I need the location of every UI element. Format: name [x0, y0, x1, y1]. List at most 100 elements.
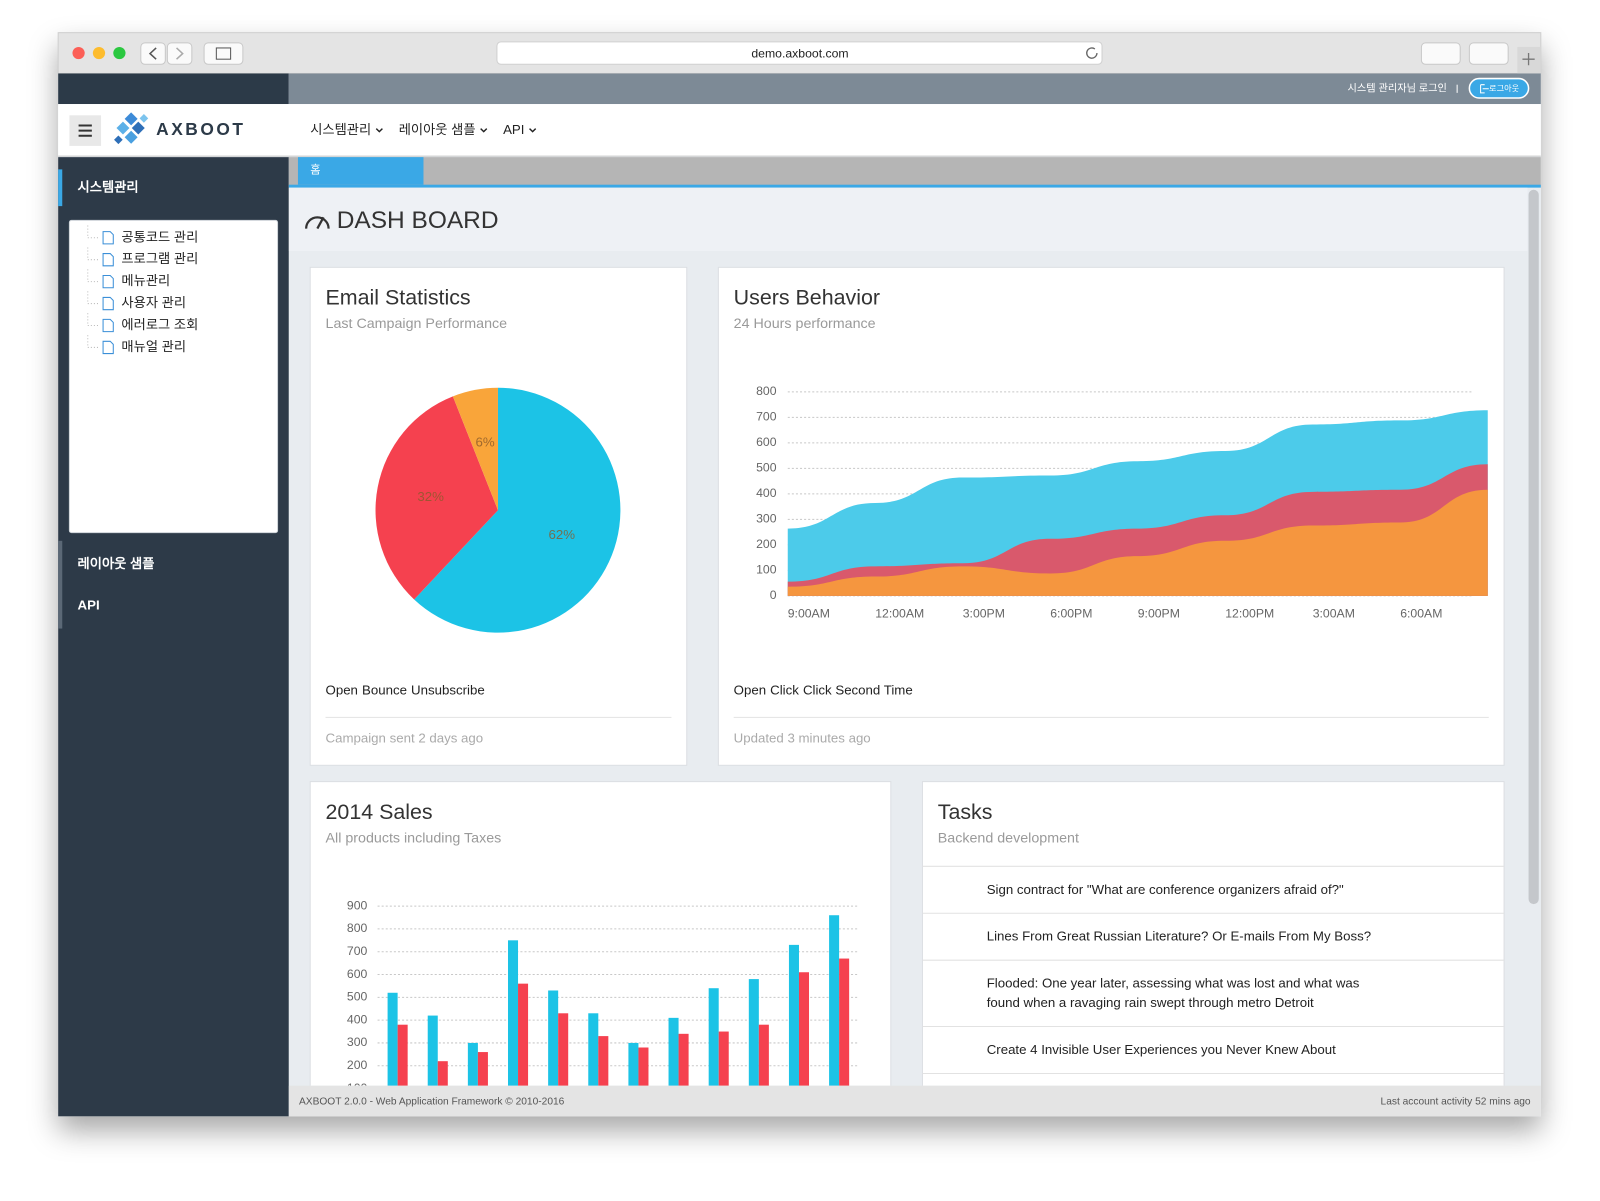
share-button[interactable] [1420, 42, 1461, 65]
area [787, 489, 1488, 596]
bar [718, 1031, 729, 1086]
sidebar-button[interactable] [203, 42, 244, 65]
slice-label: 62% [548, 527, 575, 542]
user-label: 시스템 관리자님 로그인 [1348, 82, 1447, 94]
tree-line [87, 225, 101, 239]
tree-item[interactable]: 공통코드 관리 [121, 229, 198, 244]
x-tick-label: 6:00PM [1050, 607, 1092, 621]
y-tick-label: 800 [756, 384, 777, 398]
panel-subtitle: All products including Taxes [326, 831, 502, 847]
zoom-button[interactable] [113, 46, 126, 60]
panel-title: Tasks [938, 800, 993, 824]
tree-line [87, 313, 101, 327]
tree-item[interactable]: 에러로그 조회 [121, 317, 198, 332]
pie-slice [375, 396, 498, 600]
bar [628, 1042, 639, 1086]
tabs-button[interactable] [1468, 42, 1509, 65]
slice-label: 6% [476, 434, 495, 449]
new-tab-icon [1522, 53, 1535, 66]
x-tick-label: 6:00AM [1400, 607, 1442, 621]
y-tick-label: 600 [756, 435, 777, 449]
footer-right: Last account activity 52 mins ago [1381, 1097, 1531, 1108]
y-tick-label: 600 [347, 967, 368, 981]
tree-item[interactable]: 메뉴관리 [121, 273, 170, 288]
tab-bar [288, 157, 1541, 187]
menu-item[interactable]: API [503, 122, 524, 137]
y-tick-label: 500 [347, 990, 368, 1004]
panel-title: Users Behavior [734, 286, 880, 310]
task-item[interactable]: Lines From Great Russian Literature? Or … [987, 928, 1371, 943]
pie-slice [414, 387, 621, 633]
logo-text: AXBOOT [156, 119, 245, 139]
logout-icon [1480, 84, 1489, 94]
bar [387, 992, 398, 1086]
legend-entry: Bounce [362, 682, 407, 697]
scrollbar[interactable] [1528, 189, 1539, 905]
menu-item[interactable]: 시스템관리 [310, 122, 371, 137]
x-tick-label: 12:00AM [875, 607, 924, 621]
bar [598, 1036, 609, 1086]
x-tick-label: 3:00PM [963, 607, 1005, 621]
sidebar-section[interactable]: 레이아웃 샘플 [78, 555, 155, 571]
bar [638, 1047, 649, 1086]
dashboard-icon [305, 216, 330, 229]
y-tick-label: 300 [756, 512, 777, 526]
bar [558, 1013, 569, 1086]
y-tick-label: 0 [770, 588, 777, 602]
pie-slice [452, 387, 498, 511]
bar [518, 983, 529, 1086]
tree-item[interactable]: 매뉴얼 관리 [121, 339, 186, 354]
tab-underline [288, 184, 1541, 188]
tree-item[interactable]: 프로그램 관리 [121, 251, 198, 266]
forward-button[interactable] [166, 42, 193, 65]
chevron [480, 128, 488, 133]
menu-item[interactable]: 레이아웃 샘플 [399, 122, 476, 137]
bar [548, 990, 559, 1086]
y-tick-label: 100 [347, 1081, 368, 1095]
y-tick-label: 400 [756, 486, 777, 500]
dashboard-icon-needle [316, 216, 325, 230]
tab[interactable] [297, 157, 424, 185]
panel [921, 781, 1505, 1086]
content: DASH BOARD Email Statistics Last Campaign… [288, 187, 1541, 1095]
y-tick-label: 400 [347, 1012, 368, 1026]
back-button[interactable] [140, 42, 166, 65]
file-icon [102, 340, 114, 355]
panel-subtitle: Last Campaign Performance [326, 316, 508, 332]
minimize-button[interactable] [92, 46, 106, 60]
close-button[interactable] [72, 46, 85, 60]
tree-item[interactable]: 사용자 관리 [121, 295, 186, 310]
back-icon [148, 47, 157, 60]
task-item[interactable]: Sign contract for "What are conference o… [987, 881, 1344, 896]
panel-title: Email Statistics [326, 286, 471, 310]
task-item[interactable]: Flooded: One year later, assessing what … [987, 975, 1363, 1009]
bar [788, 944, 799, 1086]
bar [678, 1033, 689, 1086]
bar [708, 988, 719, 1086]
sidebar-section[interactable]: 시스템관리 [78, 178, 139, 194]
legend-entry: Open [326, 682, 358, 697]
y-tick-label: 700 [347, 944, 368, 958]
y-tick-label: 500 [756, 461, 777, 475]
bar [427, 1015, 438, 1086]
x-tick-label: 3:00AM [1313, 607, 1355, 621]
tasks: Tasks Backend development Sign contract fo… [922, 800, 1505, 1074]
x-tick-label: 9:00AM [788, 607, 830, 621]
tree-line [87, 269, 101, 283]
bar [467, 1042, 478, 1086]
reload-icon[interactable] [1086, 47, 1098, 59]
sidebar-section[interactable]: API [78, 598, 100, 613]
page-header [288, 187, 1528, 252]
y-tick-label: 800 [347, 921, 368, 935]
address-bar[interactable] [496, 41, 1103, 65]
bar [437, 1061, 448, 1086]
bar [758, 1024, 769, 1086]
panel-subtitle: Backend development [938, 831, 1079, 847]
header [58, 104, 1541, 157]
footer [288, 1085, 1541, 1117]
task-item[interactable]: Create 4 Invisible User Experiences you … [987, 1041, 1336, 1056]
tree-line [87, 291, 101, 305]
bar [588, 1013, 599, 1086]
y-tick-label: 200 [347, 1058, 368, 1072]
